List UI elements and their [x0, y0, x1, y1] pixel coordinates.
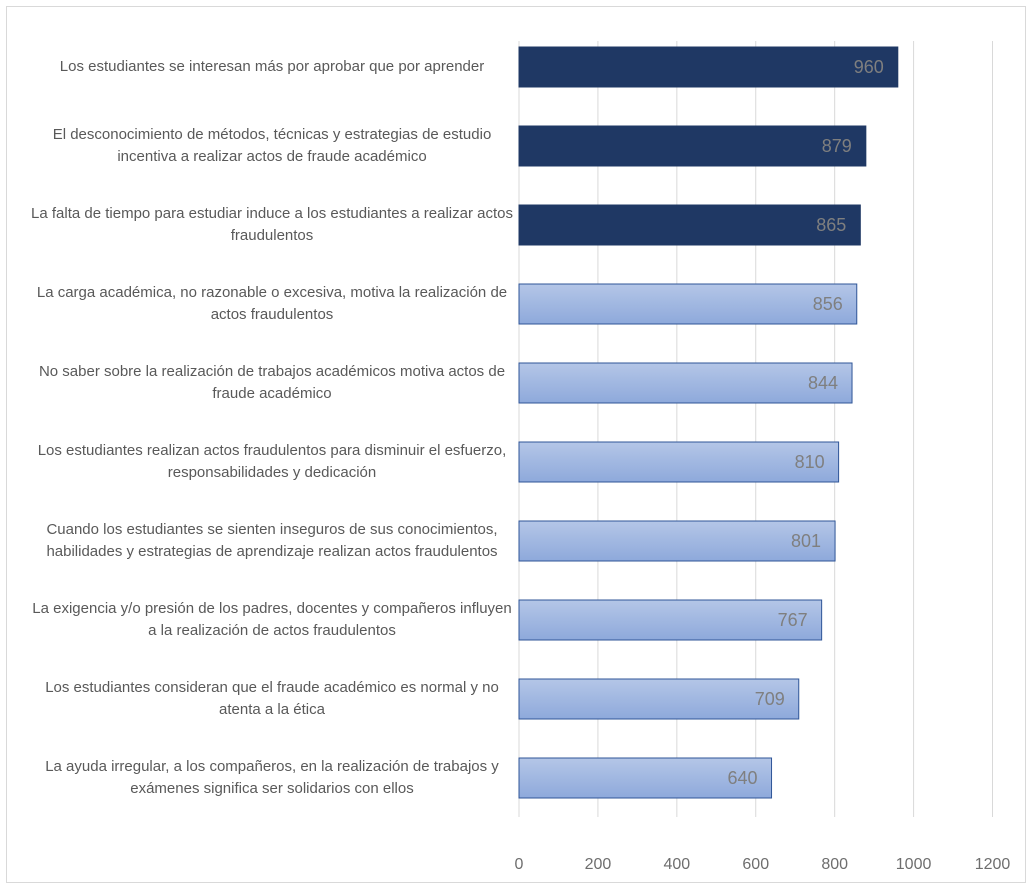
bar [518, 46, 899, 88]
category-label: Cuando los estudiantes se sienten insegu… [46, 521, 498, 560]
category-label: No saber sobre la realización de trabajo… [38, 363, 506, 402]
category-label: La falta de tiempo para estudiar induce … [31, 205, 513, 244]
x-axis-ticks: 0 200 400 600 800 1000 1200 [515, 856, 1011, 873]
x-tick-label: 800 [821, 856, 848, 873]
bar [518, 204, 861, 246]
x-tick-label: 1200 [975, 856, 1011, 873]
x-tick-label: 400 [663, 856, 690, 873]
bars [518, 46, 899, 799]
data-label: 865 [816, 215, 846, 235]
data-labels: 960 879 865 856 844 810 801 767 709 640 [727, 57, 883, 788]
bar [518, 757, 773, 799]
bar-chart: 960 879 865 856 844 810 801 767 709 640 0 200 400 60… [515, 41, 1011, 873]
bar [518, 283, 858, 325]
category-label: La exigencia y/o presión de los padres, … [32, 600, 512, 639]
category-label: Los estudiantes realizan actos fraudulen… [37, 442, 507, 481]
data-label: 709 [755, 689, 785, 709]
data-label: 767 [778, 610, 808, 630]
data-label: 844 [808, 373, 838, 393]
category-label: La ayuda irregular, a los compañeros, en… [45, 758, 499, 797]
data-label: 801 [791, 531, 821, 551]
x-tick-label: 200 [585, 856, 612, 873]
chart-frame: Los estudiantes se interesan más por apr… [6, 6, 1026, 883]
data-label: 810 [795, 452, 825, 472]
bar [518, 599, 823, 641]
data-label: 960 [854, 57, 884, 77]
category-label: Los estudiantes se interesan más por apr… [59, 58, 485, 75]
category-label: El desconocimiento de métodos, técnicas … [52, 126, 492, 165]
category-label: La carga académica, no razonable o exces… [36, 284, 508, 323]
data-label: 879 [822, 136, 852, 156]
data-label: 640 [727, 768, 757, 788]
x-tick-label: 0 [515, 856, 524, 873]
bar [518, 678, 800, 720]
bar [518, 362, 853, 404]
x-tick-label: 1000 [896, 856, 932, 873]
bar [518, 125, 867, 167]
bar [518, 441, 840, 483]
data-label: 856 [813, 294, 843, 314]
bar [518, 520, 836, 562]
category-label: Los estudiantes consideran que el fraude… [45, 679, 499, 718]
x-tick-label: 600 [742, 856, 769, 873]
